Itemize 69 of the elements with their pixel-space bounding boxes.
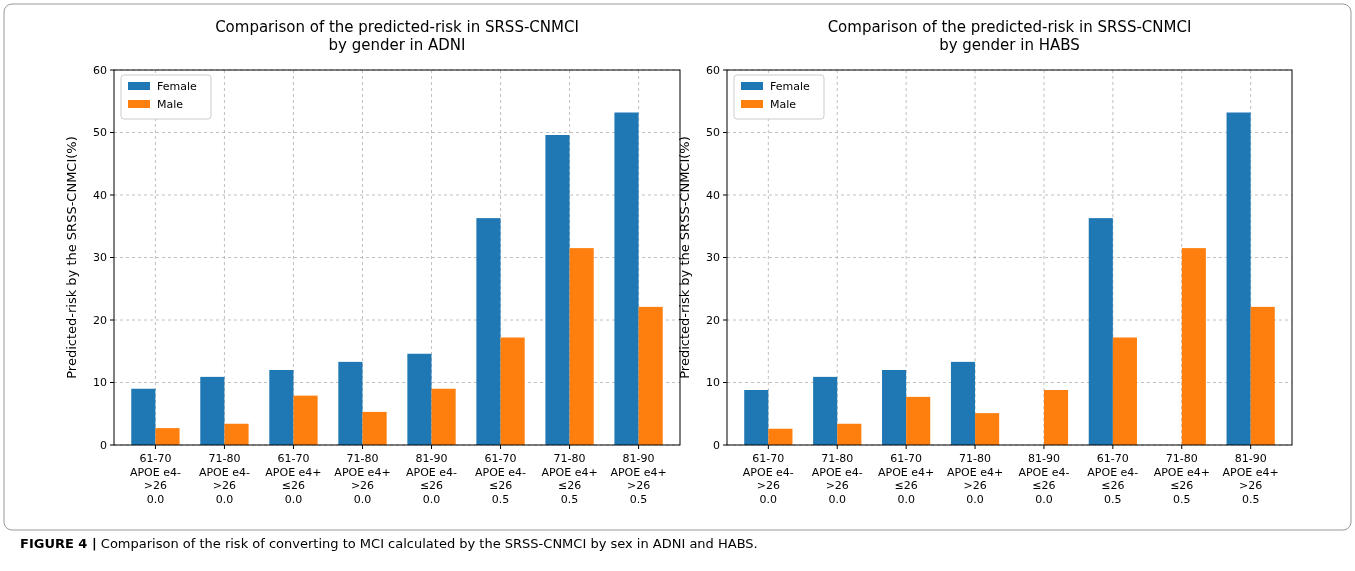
y-tick-label: 20	[706, 313, 720, 327]
bar	[476, 218, 501, 445]
bar	[293, 395, 318, 445]
y-tick-label: 0	[713, 438, 720, 452]
bar	[906, 396, 931, 445]
x-tick-label: 71-80 APOE e4+ >26 0.0	[334, 452, 391, 506]
bar	[545, 135, 570, 445]
x-tick-label: 61-70 APOE e4- >26 0.0	[742, 452, 794, 506]
bar	[638, 306, 663, 445]
x-tick-label: 61-70 APOE e4+ ≤26 0.0	[265, 452, 322, 506]
bar	[500, 337, 525, 445]
bar	[338, 361, 363, 445]
caption: FIGURE 4 | Comparison of the risk of converting to MCI calculated by the SRSS-CNMCI by sex in ADNI and HABS.	[20, 536, 758, 551]
bar	[1226, 112, 1251, 445]
bar	[1112, 337, 1137, 445]
bar	[224, 423, 249, 445]
bar	[1250, 306, 1275, 445]
bar	[569, 248, 594, 445]
x-tick-label: 81-90 APOE e4+ >26 0.5	[1222, 452, 1279, 506]
y-tick-label: 40	[706, 188, 720, 202]
y-tick-label: 20	[93, 313, 107, 327]
y-tick-label: 0	[100, 438, 107, 452]
y-tick-label: 50	[706, 126, 720, 140]
y-tick-label: 10	[706, 376, 720, 390]
x-tick-label: 61-70 APOE e4+ ≤26 0.0	[878, 452, 935, 506]
bar	[1181, 248, 1206, 445]
y-axis-title: Predicted-risk by the SRSS-CNMCI(%)	[64, 136, 79, 379]
bar	[813, 376, 838, 445]
y-tick-label: 30	[93, 251, 107, 265]
y-tick-label: 30	[706, 251, 720, 265]
bar	[155, 428, 180, 445]
x-tick-label: 61-70 APOE e4- >26 0.0	[129, 452, 181, 506]
x-tick-label: 71-80 APOE e4+ ≤26 0.5	[541, 452, 598, 506]
y-axis-title: Predicted-risk by the SRSS-CNMCI(%)	[677, 136, 692, 379]
bar	[407, 353, 432, 445]
bar	[362, 411, 387, 445]
x-tick-label: 81-90 APOE e4+ >26 0.5	[610, 452, 667, 506]
x-tick-label: 81-90 APOE e4- ≤26 0.0	[1018, 452, 1070, 506]
x-tick-label: 81-90 APOE e4- ≤26 0.0	[406, 452, 458, 506]
y-tick-label: 40	[93, 188, 107, 202]
bar	[1088, 218, 1113, 445]
y-tick-label: 50	[93, 126, 107, 140]
bar	[950, 361, 976, 445]
legend-label: Male	[770, 97, 797, 111]
bar	[200, 376, 225, 445]
x-tick-label: 61-70 APOE e4- ≤26 0.5	[475, 452, 527, 506]
y-tick-label: 60	[93, 63, 107, 77]
bar	[837, 423, 862, 445]
chart-title: Comparison of the predicted-risk in SRSS-CNMCI by gender in ADNI	[215, 18, 579, 54]
legend-label: Female	[770, 79, 811, 93]
x-tick-label: 71-80 APOE e4- >26 0.0	[811, 452, 863, 506]
x-tick-label: 71-80 APOE e4+ ≤26 0.5	[1153, 452, 1210, 506]
bar	[131, 388, 156, 445]
x-tick-label: 61-70 APOE e4- ≤26 0.5	[1087, 452, 1139, 506]
bar	[1043, 390, 1069, 445]
bar	[614, 112, 639, 445]
bar	[882, 370, 907, 445]
y-tick-label: 10	[93, 376, 107, 390]
bar	[768, 428, 793, 445]
x-tick-label: 71-80 APOE e4+ >26 0.0	[946, 452, 1004, 506]
bar	[431, 388, 456, 445]
legend-label: Male	[157, 97, 184, 111]
bar	[744, 390, 769, 445]
x-tick-label: 71-80 APOE e4- >26 0.0	[198, 452, 250, 506]
chart-title: Comparison of the predicted-risk in SRSS-CNMCI by gender in HABS	[827, 18, 1192, 54]
bar	[269, 370, 294, 445]
y-tick-label: 60	[706, 63, 720, 77]
bar	[975, 413, 1000, 445]
legend-label: Female	[157, 79, 198, 93]
